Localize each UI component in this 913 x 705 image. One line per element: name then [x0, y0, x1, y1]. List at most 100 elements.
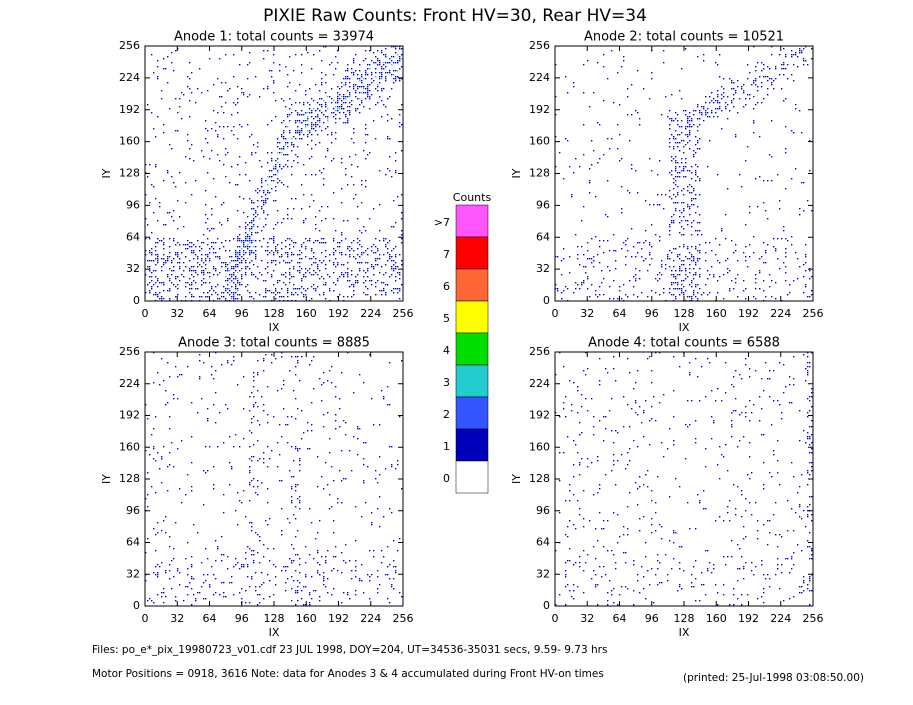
x-tick-label: 0 — [142, 612, 149, 625]
x-tick-label: 256 — [393, 612, 414, 625]
x-tick-label: 160 — [706, 612, 727, 625]
colorbar-swatch — [455, 268, 489, 302]
y-tick-label: 160 — [119, 135, 140, 148]
y-tick-label: 192 — [119, 103, 140, 116]
footer-motor: Motor Positions = 0918, 3616 Note: data … — [92, 668, 604, 680]
x-tick-label: 160 — [296, 307, 317, 320]
x-tick-label: 128 — [264, 612, 285, 625]
x-tick-label: 0 — [552, 612, 559, 625]
y-tick-label: 224 — [119, 377, 140, 390]
footer-files: Files: po_e*_pix_19980723_v01.cdf 23 JUL… — [92, 644, 607, 656]
x-axis-label: IX — [269, 626, 280, 639]
y-tick-label: 96 — [536, 504, 550, 517]
colorbar-label: 0 — [443, 472, 450, 485]
colorbar-swatch — [455, 364, 489, 398]
count-texture — [555, 352, 813, 606]
x-tick-label: 0 — [142, 307, 149, 320]
x-tick-label: 224 — [770, 307, 791, 320]
plot-frame — [554, 351, 814, 607]
count-texture — [145, 46, 403, 302]
x-tick-label: 128 — [264, 307, 285, 320]
y-axis-label: IY — [100, 474, 113, 484]
y-tick-label: 128 — [119, 167, 140, 180]
x-tick-label: 32 — [580, 612, 594, 625]
colorbar-label: >7 — [434, 216, 450, 229]
y-tick-label: 160 — [119, 440, 140, 453]
colorbar-swatch — [455, 300, 489, 334]
x-tick-label: 64 — [203, 307, 217, 320]
x-tick-label: 192 — [328, 307, 349, 320]
x-tick-label: 256 — [393, 307, 414, 320]
plot-frame — [144, 351, 404, 607]
x-tick-label: 256 — [803, 612, 824, 625]
x-tick-label: 128 — [674, 307, 695, 320]
y-tick-label: 256 — [529, 345, 550, 358]
y-tick-label: 256 — [529, 39, 550, 52]
x-tick-label: 224 — [770, 612, 791, 625]
y-tick-label: 0 — [133, 599, 140, 612]
x-tick-label: 128 — [674, 612, 695, 625]
panel-title: Anode 1: total counts = 33974 — [174, 30, 374, 45]
x-tick-label: 32 — [580, 307, 594, 320]
x-axis-label: IX — [679, 626, 690, 639]
y-tick-label: 32 — [126, 262, 140, 275]
y-axis-label: IY — [510, 168, 523, 178]
x-tick-label: 32 — [170, 307, 184, 320]
count-texture — [145, 352, 403, 606]
y-tick-label: 64 — [536, 536, 550, 549]
plot-frame — [554, 45, 814, 302]
footer-printed: (printed: 25-Jul-1998 03:08:50.00) — [683, 672, 864, 684]
y-axis-label: IY — [100, 168, 113, 178]
x-tick-label: 64 — [203, 612, 217, 625]
colorbar-label: 2 — [443, 408, 450, 421]
colorbar-swatch — [455, 428, 489, 462]
y-tick-label: 96 — [126, 198, 140, 211]
y-tick-label: 160 — [529, 135, 550, 148]
y-tick-label: 224 — [529, 377, 550, 390]
colorbar-swatch — [455, 332, 489, 366]
x-tick-label: 160 — [706, 307, 727, 320]
y-tick-label: 256 — [119, 39, 140, 52]
y-tick-label: 256 — [119, 345, 140, 358]
x-tick-label: 32 — [170, 612, 184, 625]
y-tick-label: 128 — [529, 167, 550, 180]
y-tick-label: 0 — [133, 294, 140, 307]
x-tick-label: 64 — [613, 307, 627, 320]
colorbar-title: Counts — [453, 191, 492, 204]
y-tick-label: 192 — [119, 409, 140, 422]
y-tick-label: 0 — [543, 599, 550, 612]
x-tick-label: 224 — [360, 307, 381, 320]
x-tick-label: 160 — [296, 612, 317, 625]
y-axis-label: IY — [510, 474, 523, 484]
colorbar-label: 4 — [443, 344, 450, 357]
x-tick-label: 192 — [738, 612, 759, 625]
y-tick-label: 192 — [529, 409, 550, 422]
y-tick-label: 224 — [529, 71, 550, 84]
y-tick-label: 64 — [126, 230, 140, 243]
y-tick-label: 96 — [536, 198, 550, 211]
colorbar-swatch — [455, 204, 489, 238]
colorbar-swatch — [455, 460, 489, 494]
page-title: PIXIE Raw Counts: Front HV=30, Rear HV=3… — [263, 6, 647, 26]
x-tick-label: 0 — [552, 307, 559, 320]
x-tick-label: 96 — [235, 612, 249, 625]
x-axis-label: IX — [269, 321, 280, 334]
colorbar-label: 5 — [443, 312, 450, 325]
x-tick-label: 96 — [235, 307, 249, 320]
colorbar-label: 6 — [443, 280, 450, 293]
x-axis-label: IX — [679, 321, 690, 334]
colorbar-label: 3 — [443, 376, 450, 389]
y-tick-label: 64 — [126, 536, 140, 549]
panel-title: Anode 4: total counts = 6588 — [588, 336, 780, 351]
colorbar-label: 7 — [443, 248, 450, 261]
x-tick-label: 64 — [613, 612, 627, 625]
y-tick-label: 128 — [119, 472, 140, 485]
y-tick-label: 160 — [529, 440, 550, 453]
x-tick-label: 96 — [645, 307, 659, 320]
x-tick-label: 192 — [738, 307, 759, 320]
panel-title: Anode 3: total counts = 8885 — [178, 336, 370, 351]
x-tick-label: 96 — [645, 612, 659, 625]
count-texture — [555, 46, 813, 302]
y-tick-label: 0 — [543, 294, 550, 307]
